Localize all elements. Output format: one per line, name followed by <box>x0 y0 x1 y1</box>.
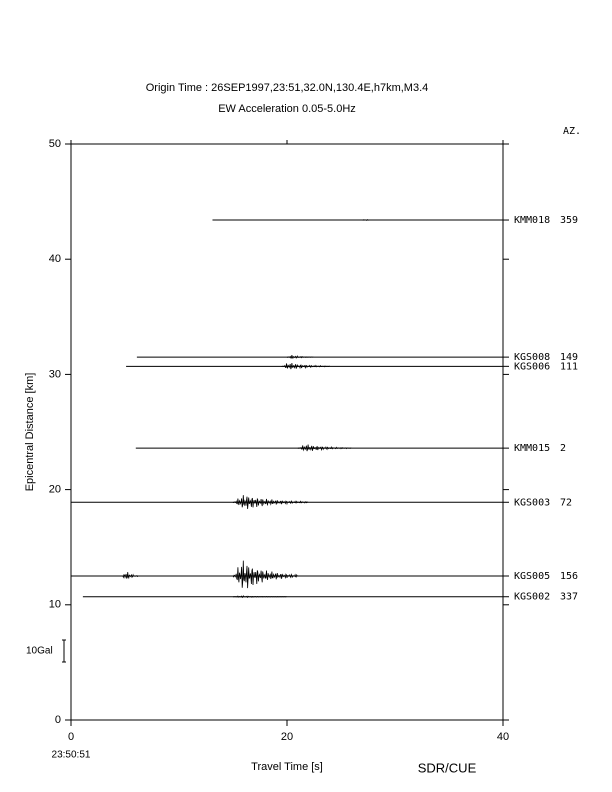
station-azimuth: 156 <box>560 571 578 582</box>
station-azimuth: 359 <box>560 215 578 226</box>
station-name: KMM018 <box>514 215 550 226</box>
x-tick-label: 0 <box>68 731 74 743</box>
scale-label: 10Gal <box>26 646 53 657</box>
y-tick-label: 30 <box>49 368 61 380</box>
waveform-burst <box>281 363 330 370</box>
y-axis-label: Epicentral Distance [km] <box>24 373 36 492</box>
y-tick-label: 20 <box>49 484 61 496</box>
station-name: KGS006 <box>514 361 550 372</box>
station-azimuth: 72 <box>560 497 572 508</box>
station-azimuth: 149 <box>560 352 578 363</box>
y-tick-label: 40 <box>49 253 61 265</box>
station-name: KGS008 <box>514 352 550 363</box>
waveform-burst <box>232 595 287 599</box>
y-tick-label: 0 <box>55 714 61 726</box>
waveform-burst <box>286 355 314 360</box>
waveform-burst <box>232 495 309 509</box>
station-name: KMM015 <box>514 443 550 454</box>
station-azimuth: 337 <box>560 592 578 603</box>
waveform-burst <box>297 444 352 452</box>
y-tick-label: 50 <box>49 138 61 150</box>
waveform-burst <box>362 219 374 221</box>
station-name: KGS003 <box>514 497 550 508</box>
x-axis-label: Travel Time [s] <box>251 761 323 773</box>
station-name: KGS005 <box>514 571 550 582</box>
waveform-burst <box>232 560 298 589</box>
azimuth-header: AZ. <box>563 126 581 137</box>
chart-subtitle: EW Acceleration 0.05-5.0Hz <box>218 103 356 115</box>
origin-time: 23:50:51 <box>52 750 91 761</box>
waveform-burst <box>122 572 139 580</box>
station-azimuth: 111 <box>560 361 578 372</box>
station-azimuth: 2 <box>560 443 566 454</box>
y-tick-label: 10 <box>49 599 61 611</box>
x-tick-label: 40 <box>497 731 509 743</box>
station-name: KGS002 <box>514 592 550 603</box>
credit: SDR/CUE <box>418 760 477 775</box>
chart-title: Origin Time : 26SEP1997,23:51,32.0N,130.… <box>146 82 429 94</box>
x-tick-label: 20 <box>281 731 293 743</box>
